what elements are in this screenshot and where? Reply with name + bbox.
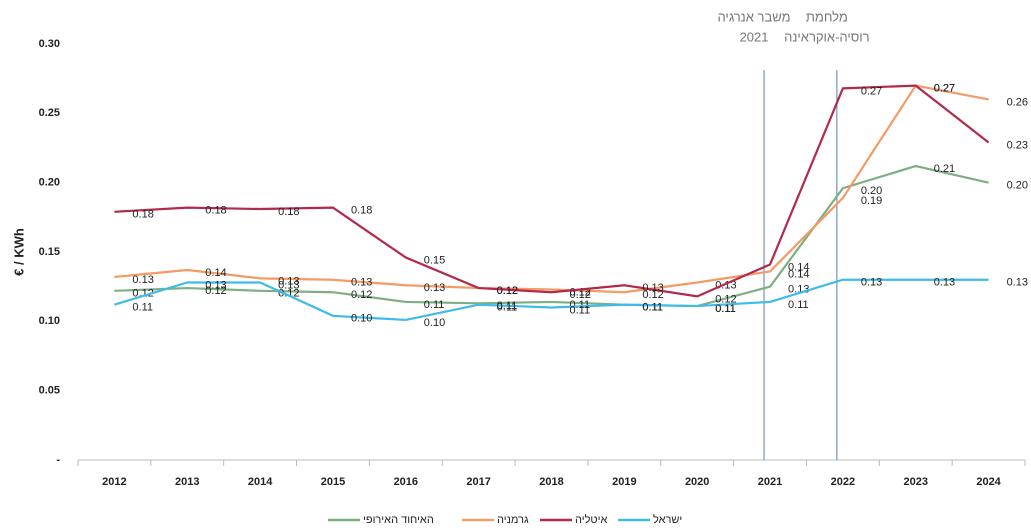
- data-label: 0.10: [424, 317, 445, 329]
- data-label: 0.27: [934, 83, 955, 95]
- x-tick-label: 2019: [612, 476, 636, 488]
- data-label: 0.11: [715, 303, 736, 315]
- annotation: מלחמת: [806, 9, 848, 24]
- data-label: 0.21: [934, 163, 955, 175]
- legend-label: גרמניה: [497, 514, 529, 526]
- data-label: 0.13: [1007, 277, 1028, 289]
- annotation: משבר אנרגיה: [718, 9, 791, 24]
- y-tick-label: 0.15: [39, 246, 60, 258]
- y-tick-label: 0.10: [39, 315, 60, 327]
- series-line: [114, 164, 989, 308]
- annotation: רוסיה-אוקראינה: [784, 29, 870, 44]
- data-label: 0.13: [642, 282, 663, 294]
- x-tick-label: 2018: [539, 476, 563, 488]
- data-label: 0.11: [497, 302, 518, 314]
- x-tick-label: 2016: [394, 476, 418, 488]
- y-axis-label: € / KWh: [11, 228, 26, 276]
- y-tick-label: 0.20: [39, 177, 60, 189]
- data-label: 0.11: [132, 302, 153, 314]
- annotation: 2021: [740, 29, 769, 44]
- data-label: 0.13: [132, 274, 153, 286]
- data-label: 0.18: [205, 205, 226, 217]
- data-label: 0.26: [1007, 96, 1028, 108]
- data-label: 0.20: [861, 185, 882, 197]
- x-tick-label: 2022: [831, 476, 855, 488]
- data-label: 0.12: [205, 285, 226, 297]
- y-tick-label: -: [56, 454, 60, 466]
- data-label: 0.13: [424, 282, 445, 294]
- x-tick-label: 2012: [102, 476, 126, 488]
- data-label: 0.11: [570, 304, 591, 316]
- data-label: 0.18: [132, 209, 153, 221]
- x-tick-label: 2013: [175, 476, 199, 488]
- data-label: 0.12: [642, 289, 663, 301]
- data-label: 0.11: [424, 299, 445, 311]
- data-label: 0.14: [788, 261, 809, 273]
- data-label: 0.13: [278, 275, 299, 287]
- y-tick-label: 0.05: [39, 385, 60, 397]
- x-tick-label: 2024: [976, 476, 1001, 488]
- data-label: 0.12: [278, 288, 299, 300]
- data-label: 0.14: [788, 268, 809, 280]
- data-label: 0.11: [715, 303, 736, 315]
- data-label: 0.12: [570, 289, 591, 301]
- data-label: 0.11: [642, 302, 663, 314]
- data-label: 0.27: [934, 83, 955, 95]
- legend-label: האיחוד האירופי: [363, 514, 434, 526]
- x-tick-label: 2023: [903, 476, 927, 488]
- data-label: 0.12: [715, 293, 736, 305]
- legend-label: ישראל: [653, 513, 682, 526]
- x-tick-label: 2021: [758, 476, 782, 488]
- x-tick-label: 2015: [321, 476, 345, 488]
- data-label: 0.13: [205, 279, 226, 291]
- legend-label: איטליה: [575, 513, 607, 526]
- data-label: 0.12: [497, 285, 518, 297]
- data-label: 0.19: [861, 195, 882, 207]
- x-tick-label: 2020: [685, 476, 709, 488]
- y-tick-label: 0.25: [39, 107, 60, 119]
- data-label: 0.10: [351, 313, 372, 325]
- x-tick-label: 2017: [466, 476, 490, 488]
- data-label: 0.14: [205, 267, 226, 279]
- data-label: 0.11: [570, 299, 591, 311]
- data-label: 0.12: [497, 285, 518, 297]
- series-line: [114, 84, 990, 298]
- data-label: 0.18: [351, 205, 372, 217]
- series-line: [114, 278, 989, 322]
- data-label: 0.27: [861, 85, 882, 97]
- x-tick-label: 2014: [248, 476, 273, 488]
- data-label: 0.13: [934, 277, 955, 289]
- data-label: 0.13: [861, 277, 882, 289]
- data-label: 0.20: [1007, 180, 1028, 192]
- data-label: 0.11: [788, 299, 809, 311]
- data-label: 0.13: [278, 279, 299, 291]
- data-label: 0.18: [278, 206, 299, 218]
- series-line: [114, 84, 989, 294]
- data-label: 0.23: [1007, 139, 1028, 151]
- data-label: 0.12: [351, 289, 372, 301]
- y-tick-label: 0.30: [39, 38, 60, 50]
- data-label: 0.15: [424, 254, 445, 266]
- data-label: 0.13: [351, 277, 372, 289]
